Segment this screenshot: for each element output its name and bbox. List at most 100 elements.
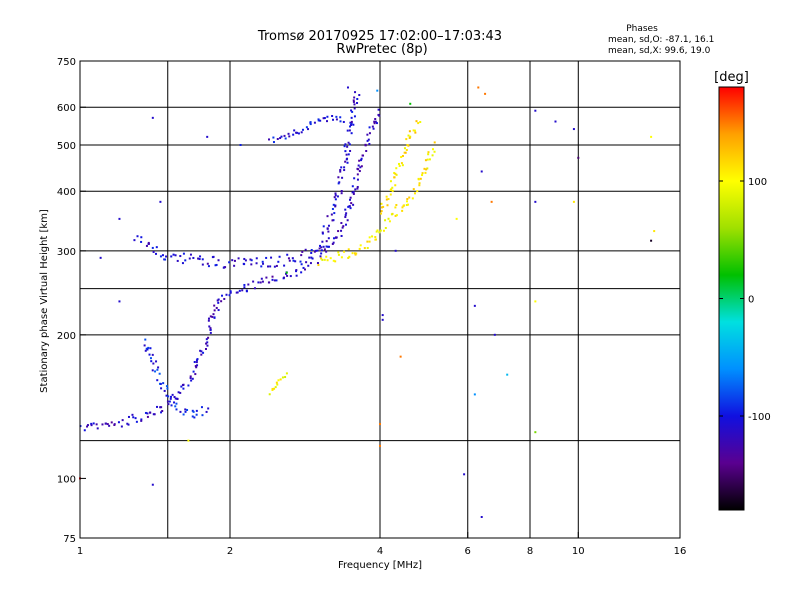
data-point — [310, 256, 313, 259]
data-point — [372, 127, 375, 130]
data-point — [277, 379, 280, 382]
data-point — [319, 255, 322, 258]
data-point — [273, 279, 276, 282]
data-point — [356, 178, 359, 181]
data-point — [355, 252, 358, 255]
data-point — [305, 261, 308, 264]
data-point — [341, 226, 344, 229]
data-point — [326, 227, 329, 230]
data-point — [350, 202, 353, 205]
data-point — [320, 252, 323, 255]
data-point — [260, 277, 263, 280]
data-point — [354, 188, 357, 191]
data-point — [167, 395, 170, 398]
data-point — [358, 94, 361, 97]
data-point — [304, 268, 307, 271]
data-point — [343, 166, 346, 169]
data-point — [354, 91, 357, 94]
data-point — [307, 128, 310, 131]
data-point — [310, 249, 313, 252]
data-point — [146, 348, 149, 351]
data-point — [155, 246, 158, 249]
data-point — [326, 120, 329, 123]
data-point — [175, 408, 178, 411]
y-tick-label: 750 — [57, 57, 76, 68]
data-point — [191, 377, 194, 380]
data-point — [415, 120, 418, 123]
data-point — [285, 271, 288, 274]
data-point — [346, 145, 349, 148]
data-point — [140, 236, 143, 239]
data-point — [335, 115, 338, 118]
data-point — [269, 265, 272, 268]
y-tick-label: 100 — [57, 474, 76, 485]
data-point — [357, 164, 360, 167]
data-point — [216, 299, 219, 302]
data-point — [353, 177, 356, 180]
data-point — [83, 429, 86, 432]
colorbar-tick-label: 0 — [748, 295, 754, 306]
data-point — [334, 260, 337, 263]
data-point — [300, 271, 303, 274]
data-point — [317, 264, 320, 267]
data-point — [262, 262, 265, 265]
data-point — [238, 289, 241, 292]
data-point — [384, 226, 387, 229]
data-point — [159, 382, 162, 385]
data-point — [394, 172, 397, 175]
data-point — [319, 119, 322, 122]
data-point — [433, 150, 436, 153]
data-point — [233, 259, 236, 262]
data-point — [265, 256, 268, 259]
data-point — [493, 333, 496, 336]
data-point — [191, 409, 194, 412]
data-point — [371, 235, 374, 238]
data-point — [297, 132, 300, 135]
data-point — [184, 408, 187, 411]
y-tick-label: 75 — [63, 534, 76, 545]
data-point — [271, 275, 274, 278]
data-point — [374, 118, 377, 121]
data-point — [408, 196, 411, 199]
y-tick-label: 500 — [57, 141, 76, 152]
data-point — [156, 379, 159, 382]
data-point — [209, 331, 212, 334]
data-point — [286, 274, 289, 277]
data-point — [336, 195, 339, 198]
data-point — [321, 258, 324, 261]
data-point — [99, 256, 102, 259]
data-point — [199, 349, 202, 352]
data-point — [321, 231, 324, 234]
phase-stats-x: mean, sd,X: 99.6, 19.0 — [608, 46, 711, 56]
data-point — [377, 113, 380, 116]
data-point — [384, 219, 387, 222]
data-point — [391, 189, 394, 192]
data-point — [368, 142, 371, 145]
data-point — [506, 373, 509, 376]
data-point — [423, 167, 426, 170]
data-point — [577, 156, 580, 159]
data-point — [174, 254, 177, 257]
data-point — [160, 387, 163, 390]
data-point — [196, 358, 199, 361]
data-point — [276, 383, 279, 386]
data-point — [346, 157, 349, 160]
data-point — [337, 251, 340, 254]
data-point — [247, 283, 250, 286]
data-point — [184, 410, 187, 413]
data-point — [322, 245, 325, 248]
data-point — [159, 200, 162, 203]
data-point — [171, 393, 174, 396]
data-point — [401, 206, 404, 209]
data-point — [147, 346, 150, 349]
data-point — [368, 240, 371, 243]
data-point — [364, 144, 367, 147]
data-point — [361, 154, 364, 157]
data-point — [213, 304, 216, 307]
data-point — [149, 347, 152, 350]
data-point — [406, 198, 409, 201]
data-point — [143, 344, 146, 347]
data-point — [260, 265, 263, 268]
data-point — [572, 128, 575, 131]
data-point — [241, 289, 244, 292]
